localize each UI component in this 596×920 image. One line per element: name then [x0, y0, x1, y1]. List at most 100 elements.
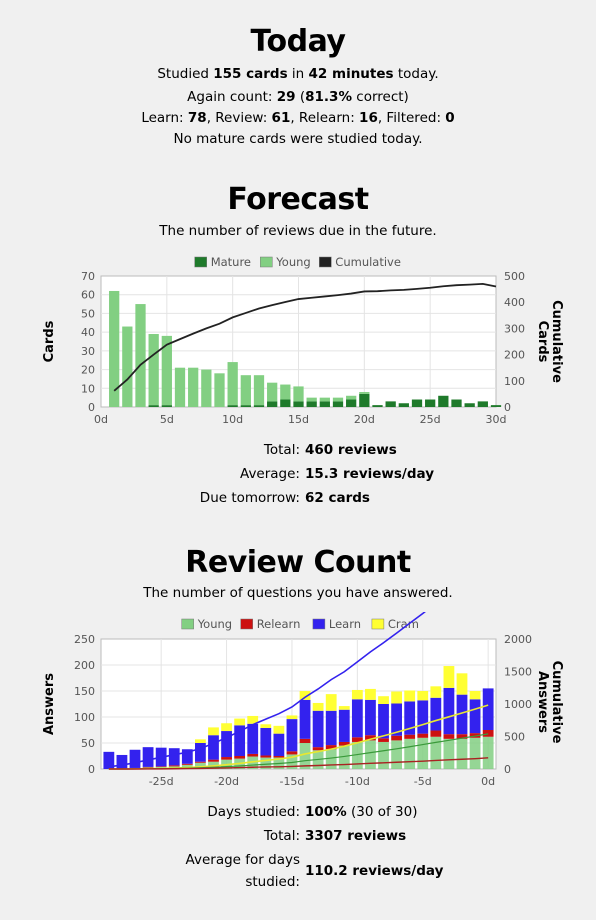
studied-cards-value: 155 cards: [213, 66, 288, 82]
forecast-legend-label-young: Young: [275, 255, 310, 269]
forecast-y2-tick-label: 0: [504, 401, 511, 414]
days-studied-value-wrap: 100% (30 of 30): [305, 804, 418, 820]
review-bar-learn: [365, 699, 376, 736]
review-bar-cram: [378, 696, 389, 704]
review-bar-learn: [312, 710, 324, 748]
review-bar-relearn: [417, 733, 429, 738]
review-value: 61: [271, 110, 291, 126]
days-studied-extra: (30 of 30): [346, 804, 418, 820]
review-count-subtitle: The number of questions you have answere…: [143, 585, 453, 601]
forecast-y-tick-label: 20: [81, 364, 95, 377]
review-bar-learn: [221, 731, 232, 758]
today-title: Today: [250, 24, 346, 59]
review-bar-young: [325, 749, 337, 769]
forecast-bar-young: [201, 369, 212, 407]
review-bar-young: [338, 745, 350, 769]
review-bar-learn: [181, 749, 193, 764]
review-bar-cram: [221, 723, 232, 732]
review-bar-learn: [234, 725, 246, 756]
review-cumulative-relearn-line: [108, 757, 489, 770]
review-y-tick-label: 150: [74, 685, 95, 698]
review-bar-learn: [273, 733, 285, 756]
forecast-bar-young: [253, 375, 265, 406]
review-bar-cram: [195, 739, 206, 743]
forecast-tomorrow-label: Due tomorrow:: [199, 490, 300, 506]
review-bar-young: [351, 741, 363, 769]
forecast-bar-mature: [319, 401, 330, 407]
review-bar-young: [456, 738, 468, 769]
review-average-label-2: studied:: [245, 874, 300, 890]
forecast-y-tick-label: 30: [81, 345, 95, 358]
review-bar-cram: [234, 718, 246, 726]
review-bar-cram: [456, 673, 468, 695]
review-bar-cram: [404, 690, 416, 702]
forecast-bar-young: [306, 397, 317, 402]
review-legend-swatch-young: [181, 618, 194, 630]
review-bar-cram: [338, 706, 350, 710]
forecast-x-tick-label: 30d: [486, 413, 507, 426]
review-bar-young: [365, 740, 376, 769]
review-bar-learn: [116, 754, 128, 769]
forecast-bar-mature: [148, 405, 159, 407]
review-bar-young: [469, 737, 481, 769]
review-bar-young: [378, 741, 389, 769]
review-y-axis-label: Answers: [42, 673, 57, 735]
review-bar-cram: [247, 715, 259, 724]
forecast-bar-mature: [477, 401, 488, 407]
review-average-value: 110.2 reviews/day: [305, 863, 444, 879]
review-cumulative-total-line: [108, 612, 426, 768]
review-bar-relearn: [456, 734, 468, 739]
review-bar-young: [195, 762, 206, 769]
review-y-tick-label: 250: [74, 633, 95, 646]
review-bar-cram: [469, 691, 481, 700]
review-legend-label-young: Young: [197, 617, 232, 631]
review-bar-learn: [129, 749, 141, 768]
review-bar-relearn: [286, 751, 298, 755]
forecast-y-tick-label: 60: [81, 289, 95, 302]
forecast-subtitle: The number of reviews due in the future.: [159, 223, 437, 239]
review-legend-swatch-learn: [312, 618, 326, 630]
review-bar-cram: [312, 702, 324, 711]
forecast-y-tick-label: 0: [88, 401, 95, 414]
forecast-y2-tick-label: 100: [504, 375, 525, 388]
review-bar-young: [260, 757, 272, 769]
forecast-x-tick-label: 25d: [420, 413, 441, 426]
forecast-y-tick-label: 70: [81, 270, 95, 283]
review-bar-relearn: [325, 745, 337, 750]
review-x-tick-label: -15d: [279, 775, 304, 788]
review-bar-relearn: [351, 737, 363, 742]
review-plot-area: [100, 638, 497, 770]
review-average-label-1: Average for days: [185, 852, 300, 868]
review-bar-learn: [247, 723, 259, 754]
forecast-total-value: 460 reviews: [305, 442, 397, 458]
review-x-tick-label: -10d: [345, 775, 370, 788]
forecast-bar-mature: [385, 401, 396, 407]
review-bar-learn: [443, 687, 455, 735]
review-bar-learn: [325, 710, 337, 746]
review-bar-cram: [273, 725, 285, 734]
forecast-x-tick-label: 15d: [288, 413, 309, 426]
forecast-bar-young: [214, 373, 225, 407]
review-bar-learn: [260, 727, 272, 756]
forecast-y2-axis-label: CumulativeCards: [535, 300, 564, 383]
forecast-bar-mature: [161, 405, 172, 407]
review-bar-cram: [365, 688, 376, 700]
review-count-chart: Young Relearn Learn Cram 0 50 100 150 200 250 -25d…: [0, 612, 596, 797]
forecast-x-tick-label: 20d: [354, 413, 375, 426]
days-studied-label: Days studied:: [207, 804, 300, 820]
review-bar-young: [482, 736, 494, 769]
forecast-bar-young: [109, 290, 120, 407]
forecast-bar-mature: [280, 399, 291, 407]
review-bar-relearn: [168, 765, 180, 767]
forecast-bar-mature: [306, 401, 317, 407]
forecast-y-tick-label: 50: [81, 307, 95, 320]
review-bar-learn: [456, 694, 468, 735]
review-y2-tick-label: 2000: [504, 633, 532, 646]
forecast-bar-mature: [438, 395, 449, 407]
forecast-bar-mature: [372, 405, 383, 407]
relearn-value: 16: [359, 110, 378, 126]
review-bar-relearn: [273, 756, 285, 758]
review-bar-relearn: [208, 759, 219, 762]
review-bar-relearn: [299, 738, 311, 743]
review-bar-relearn: [391, 735, 402, 741]
